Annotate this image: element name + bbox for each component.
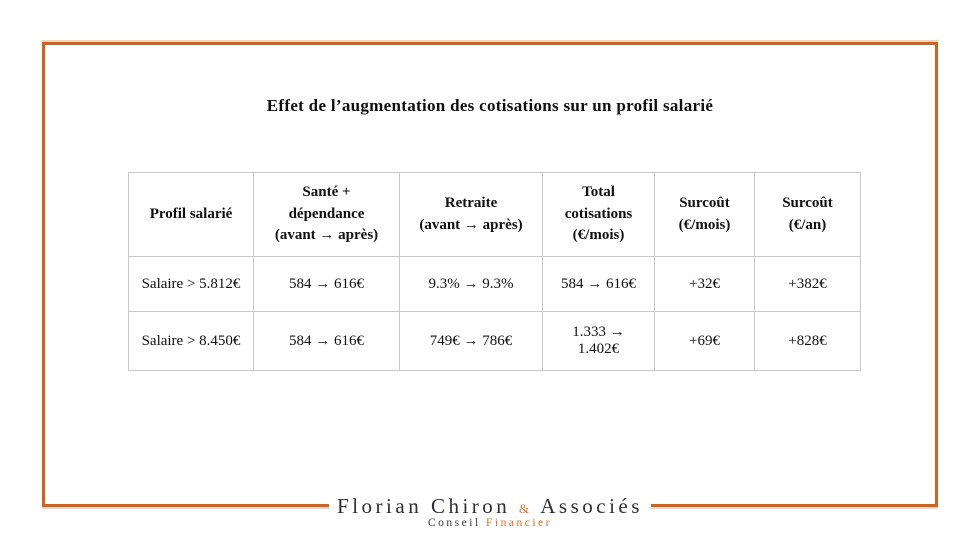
brand-name-primary: Florian Chiron [337, 494, 511, 518]
cell-total-cotisations: 584 → 616€ [542, 256, 655, 312]
brand-ampersand: & [519, 501, 533, 516]
brand-wordmark: Florian Chiron & Associés [329, 493, 651, 521]
column-header-surcout-an: Surcoût (€/an) [754, 172, 861, 257]
cotisations-table: Profil salarié Santé + dépendance (avant… [128, 172, 861, 371]
brand-tagline: Conseil Financier [0, 517, 980, 530]
table-header-row: Profil salarié Santé + dépendance (avant… [128, 172, 861, 257]
column-header-surcout-mois: Surcoût (€/mois) [654, 172, 755, 257]
cell-sante-dependance: 584 → 616€ [253, 311, 400, 371]
cell-total-cotisations: 1.333 → 1.402€ [542, 311, 655, 371]
page-title: Effet de l’augmentation des cotisations … [266, 96, 714, 115]
cell-retraite: 749€ → 786€ [399, 311, 543, 371]
tagline-conseil: Conseil [428, 517, 481, 529]
cell-profil: Salaire > 5.812€ [128, 256, 254, 312]
column-header-retraite: Retraite (avant → après) [399, 172, 543, 257]
cell-surcout-mois: +69€ [654, 311, 755, 371]
footer-logo: Florian Chiron & Associés [0, 493, 980, 521]
column-header-sante-dependance: Santé + dépendance (avant → après) [253, 172, 400, 257]
column-header-total-cotisations: Total cotisations (€/mois) [542, 172, 655, 257]
tagline-financier: Financier [486, 517, 552, 529]
column-header-profil: Profil salarié [128, 172, 254, 257]
table-row: Salaire > 5.812€ 584 → 616€ 9.3% → 9.3% … [128, 256, 861, 312]
cell-surcout-mois: +32€ [654, 256, 755, 312]
cell-sante-dependance: 584 → 616€ [253, 256, 400, 312]
cell-surcout-an: +382€ [754, 256, 861, 312]
cell-surcout-an: +828€ [754, 311, 861, 371]
brand-name-secondary: Associés [540, 494, 643, 518]
cell-profil: Salaire > 8.450€ [128, 311, 254, 371]
table-row: Salaire > 8.450€ 584 → 616€ 749€ → 786€ … [128, 311, 861, 371]
cell-retraite: 9.3% → 9.3% [399, 256, 543, 312]
